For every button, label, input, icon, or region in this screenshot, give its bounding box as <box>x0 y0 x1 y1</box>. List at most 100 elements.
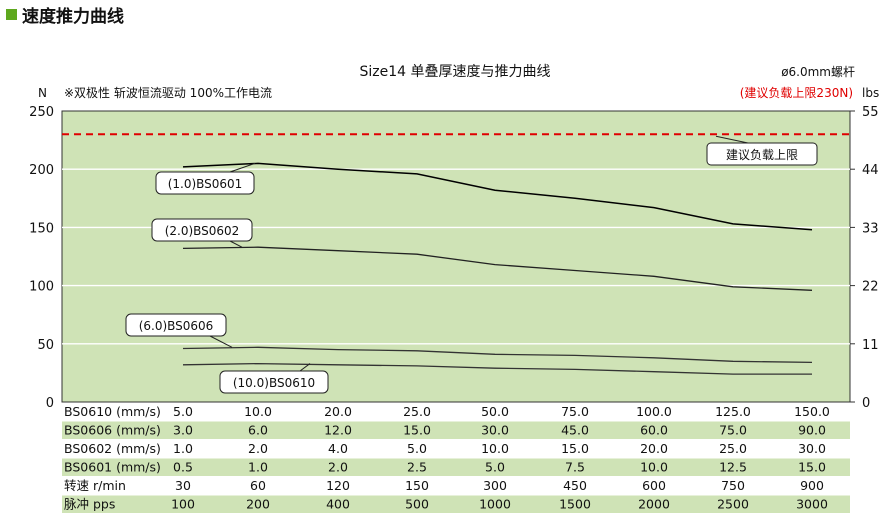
table-cell: 500 <box>405 497 429 512</box>
table-cell: 5.0 <box>173 404 193 419</box>
table-cell: 600 <box>642 478 666 493</box>
table-cell: 750 <box>721 478 745 493</box>
table-cell: 2.5 <box>407 460 427 475</box>
table-cell: 10.0 <box>481 441 509 456</box>
table-cell: 6.0 <box>248 423 268 438</box>
table-cell: 3.0 <box>173 423 193 438</box>
screw-note: ø6.0mm螺杆 <box>781 65 855 79</box>
table-cell: 15.0 <box>561 441 589 456</box>
right-tick-label: 33 <box>862 221 879 236</box>
series-label: (2.0)BS0602 <box>165 224 240 238</box>
table-cell: 30.0 <box>798 441 826 456</box>
table-cell: 2000 <box>638 497 670 512</box>
table-cell: 15.0 <box>403 423 431 438</box>
series-callout-leader <box>299 363 311 372</box>
heading-marker <box>6 9 17 20</box>
table-cell: 1500 <box>559 497 591 512</box>
table-cell: 75.0 <box>561 404 589 419</box>
series-callout-leader <box>229 240 243 248</box>
left-axis-unit: N <box>38 86 47 100</box>
table-cell: 150.0 <box>794 404 830 419</box>
series-line <box>182 246 813 291</box>
table-cell: 12.5 <box>719 460 747 475</box>
series-callout-box <box>219 370 329 394</box>
right-tick-label: 44 <box>862 163 879 178</box>
series-callout-leader <box>229 162 256 173</box>
axis-ticks: 0 0 50 11 100 22 150 33 200 44 250 55 <box>29 105 878 411</box>
table-cell: 30 <box>175 478 191 493</box>
speed-table: BS0610 (mm/s) 5.0 10.0 20.0 25.0 50.0 75.0 100.… <box>62 404 850 513</box>
table-row-label: BS0606 (mm/s) <box>64 423 161 438</box>
chart-title: Size14 单叠厚速度与推力曲线 <box>359 64 550 80</box>
left-tick-label: 50 <box>37 338 54 353</box>
table-cell: 125.0 <box>715 404 751 419</box>
right-tick-label: 11 <box>862 338 879 353</box>
table-cell: 1.0 <box>248 460 268 475</box>
table-cell: 20.0 <box>640 441 668 456</box>
left-tick-label: 100 <box>29 280 54 295</box>
series-label: (6.0)BS0606 <box>139 319 214 333</box>
reference-line-group: 建议负载上限 <box>62 133 850 166</box>
table-cell: 2.0 <box>248 441 268 456</box>
table-cell: 2500 <box>717 497 749 512</box>
table-row-label: BS0610 (mm/s) <box>64 404 161 419</box>
table-cell: 25.0 <box>403 404 431 419</box>
left-tick-label: 0 <box>46 396 54 411</box>
table-cell: 50.0 <box>481 404 509 419</box>
table-cell: 45.0 <box>561 423 589 438</box>
table-cell: 3000 <box>796 497 828 512</box>
left-tick-label: 150 <box>29 221 54 236</box>
table-row-label: BS0602 (mm/s) <box>64 441 161 456</box>
table-row-label: BS0601 (mm/s) <box>64 460 161 475</box>
table-cell: 1.0 <box>173 441 193 456</box>
table-cell: 200 <box>246 497 270 512</box>
table-cell: 2.0 <box>328 460 348 475</box>
table-cell: 4.0 <box>328 441 348 456</box>
table-cell: 7.5 <box>565 460 585 475</box>
table-cell: 0.5 <box>173 460 193 475</box>
reference-callout-box <box>706 142 818 166</box>
series-line <box>182 362 812 375</box>
series-label: (10.0)BS0610 <box>233 376 315 390</box>
table-cell: 75.0 <box>719 423 747 438</box>
table-cell: 400 <box>326 497 350 512</box>
series-callout-box <box>125 313 227 337</box>
table-cell: 25.0 <box>719 441 747 456</box>
reference-callout-label: 建议负载上限 <box>726 148 798 162</box>
table-cell: 300 <box>483 478 507 493</box>
series-callout-box <box>155 171 255 195</box>
table-row-label: 转速 r/min <box>64 478 126 493</box>
table-cell: 900 <box>800 478 824 493</box>
table-row-shade <box>62 421 850 439</box>
series-label: (1.0)BS0601 <box>168 177 243 191</box>
table-row-label: 脉冲 pps <box>64 497 115 512</box>
table-cell: 60.0 <box>640 423 668 438</box>
right-tick-label: 55 <box>862 105 879 120</box>
series-callout-box <box>151 218 253 242</box>
table-cell: 5.0 <box>485 460 505 475</box>
table-cell: 1000 <box>479 497 511 512</box>
table-cell: 150 <box>405 478 429 493</box>
table-cell: 5.0 <box>407 441 427 456</box>
right-tick-label: 22 <box>862 280 879 295</box>
chart-subtitle: ※双极性 斩波恒流驱动 100%工作电流 <box>64 86 272 100</box>
series-lines <box>182 162 813 375</box>
table-cell: 100 <box>171 497 195 512</box>
table-cell: 10.0 <box>244 404 272 419</box>
series-line <box>182 346 813 364</box>
series-line <box>182 162 813 231</box>
table-row-shade <box>62 458 850 476</box>
table-cell: 20.0 <box>324 404 352 419</box>
left-tick-label: 250 <box>29 105 54 120</box>
reference-note: (建议负载上限230N) <box>740 86 853 100</box>
table-cell: 12.0 <box>324 423 352 438</box>
table-cell: 10.0 <box>640 460 668 475</box>
table-cell: 15.0 <box>798 460 826 475</box>
right-axis-unit: lbs <box>862 86 879 100</box>
table-cell: 30.0 <box>481 423 509 438</box>
series-callout-leader <box>209 335 233 348</box>
table-cell: 90.0 <box>798 423 826 438</box>
left-tick-label: 200 <box>29 163 54 178</box>
table-cell: 120 <box>326 478 350 493</box>
